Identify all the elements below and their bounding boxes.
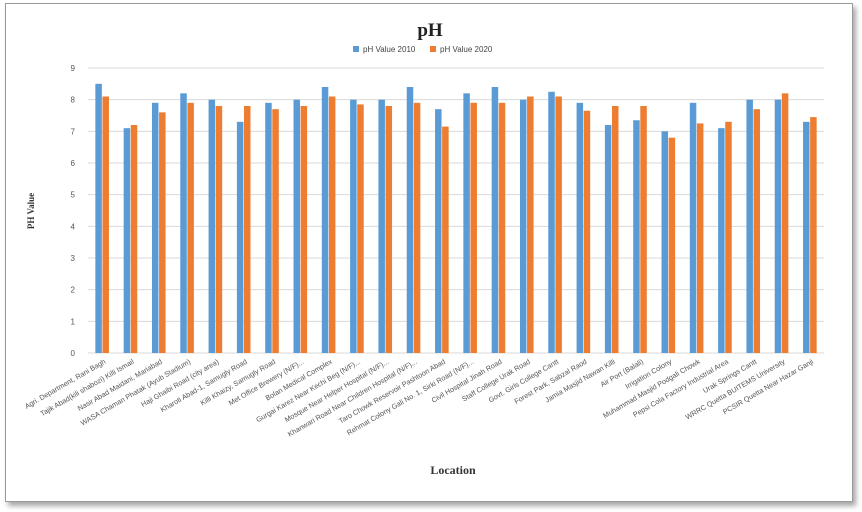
bar-2010-15 xyxy=(519,99,527,354)
y-tick-label: 6 xyxy=(71,159,76,168)
legend-swatch-0 xyxy=(353,46,359,52)
gridlines xyxy=(88,67,824,354)
bar-2020-15 xyxy=(527,96,534,353)
y-tick-label: 5 xyxy=(71,191,76,200)
bar-2010-16 xyxy=(548,91,555,353)
legend-label-0: pH Value 2010 xyxy=(363,45,416,54)
y-tick-label: 8 xyxy=(71,96,76,105)
bar-2010-13 xyxy=(463,93,470,353)
x-axis-title: Location xyxy=(430,463,476,477)
bars xyxy=(95,83,817,354)
bar-2010-20 xyxy=(661,131,669,353)
bar-2010-17 xyxy=(576,102,584,353)
bar-2010-9 xyxy=(350,99,357,354)
bar-2020-10 xyxy=(385,106,393,353)
bar-2020-19 xyxy=(640,106,647,353)
y-axis-title: PH Value xyxy=(26,193,36,229)
y-tick-label: 4 xyxy=(71,222,76,231)
bar-2010-3 xyxy=(180,93,187,353)
bar-2010-10 xyxy=(378,99,385,354)
y-tick-label: 7 xyxy=(71,127,76,136)
bar-2010-21 xyxy=(689,102,697,353)
bar-2020-21 xyxy=(696,123,704,354)
bar-2010-19 xyxy=(633,120,640,353)
bar-2010-12 xyxy=(435,109,442,354)
bar-2020-17 xyxy=(583,110,591,353)
bar-2020-18 xyxy=(611,106,619,353)
legend: pH Value 2010 pH Value 2020 xyxy=(353,45,493,54)
bar-2020-14 xyxy=(498,102,506,353)
chart-title: pH xyxy=(417,20,443,41)
y-tick-label: 3 xyxy=(71,254,76,263)
bar-2020-1 xyxy=(130,125,138,353)
bar-2020-24 xyxy=(781,93,789,353)
bar-2010-14 xyxy=(491,87,499,353)
bar-2010-0 xyxy=(95,83,102,353)
chart-frame xyxy=(5,3,853,502)
bar-2020-4 xyxy=(215,106,223,353)
bar-2020-25 xyxy=(810,117,817,353)
bar-2020-22 xyxy=(725,121,732,353)
bar-2010-6 xyxy=(265,102,272,353)
bar-2020-16 xyxy=(555,96,562,353)
bar-2010-18 xyxy=(604,125,612,353)
bar-2010-2 xyxy=(151,102,159,353)
bar-2010-23 xyxy=(746,99,753,354)
bar-2010-24 xyxy=(774,99,782,354)
bar-2020-13 xyxy=(470,102,477,353)
bar-2020-8 xyxy=(328,96,336,353)
y-tick-label: 9 xyxy=(71,64,76,73)
bar-2020-3 xyxy=(187,102,194,353)
bar-2020-2 xyxy=(159,112,166,353)
bar-2020-20 xyxy=(668,137,676,353)
bar-2020-7 xyxy=(300,106,308,353)
bar-2020-0 xyxy=(102,96,109,353)
y-tick-label: 0 xyxy=(71,349,76,358)
bar-2020-5 xyxy=(243,106,251,353)
legend-swatch-1 xyxy=(430,46,436,52)
bar-2010-4 xyxy=(208,99,216,354)
y-axis-ticks: 0 1 2 3 4 5 6 7 8 9 xyxy=(71,64,76,358)
bar-2010-11 xyxy=(406,87,414,353)
bar-2020-6 xyxy=(272,109,279,354)
bar-2010-7 xyxy=(293,99,301,354)
bar-2010-22 xyxy=(718,128,725,353)
bar-2010-8 xyxy=(321,87,329,353)
bar-2020-9 xyxy=(357,104,364,354)
bar-2020-12 xyxy=(442,126,449,353)
bar-2020-11 xyxy=(413,102,421,353)
y-tick-label: 2 xyxy=(71,286,76,295)
legend-label-1: pH Value 2020 xyxy=(440,45,493,54)
bar-2020-23 xyxy=(753,109,761,354)
bar-2010-5 xyxy=(236,121,244,353)
y-tick-label: 1 xyxy=(71,317,76,326)
bar-2010-1 xyxy=(123,128,131,353)
bar-2010-25 xyxy=(803,121,810,353)
